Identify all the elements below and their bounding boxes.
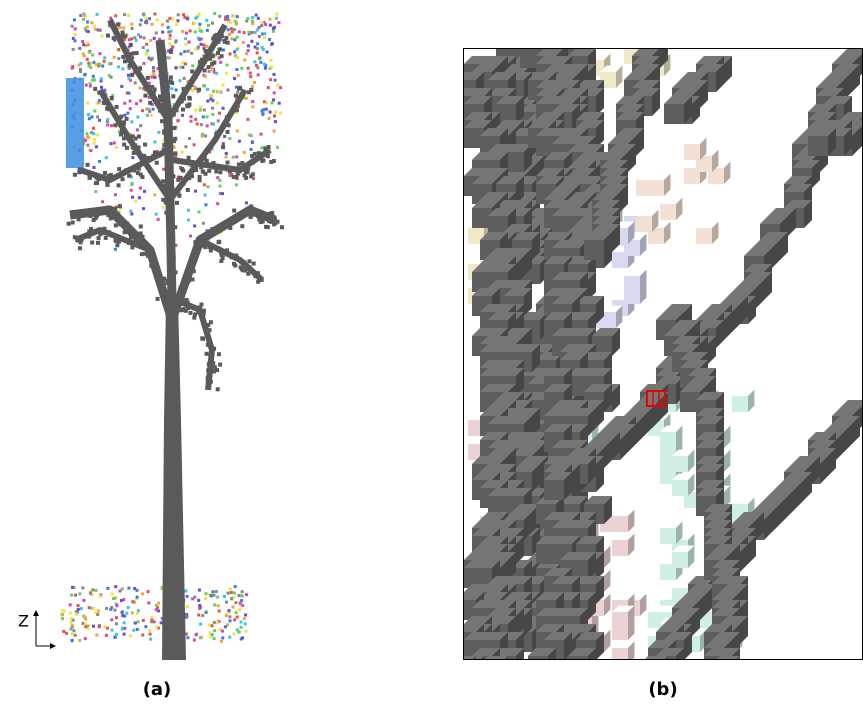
figure: Z (a) (b) [0,0,863,704]
caption: (b) [648,679,677,700]
panel-b: (b) [448,32,863,700]
panel-a: Z (a) [18,12,284,700]
voxel-view [448,32,863,684]
page: Z (a) (b) (() => { const data = JSON.par… [0,0,863,704]
caption: (a) [143,679,172,700]
axis-label: Z [18,612,29,631]
axis-icon: Z [18,610,56,649]
tree-point-cloud [61,12,284,660]
